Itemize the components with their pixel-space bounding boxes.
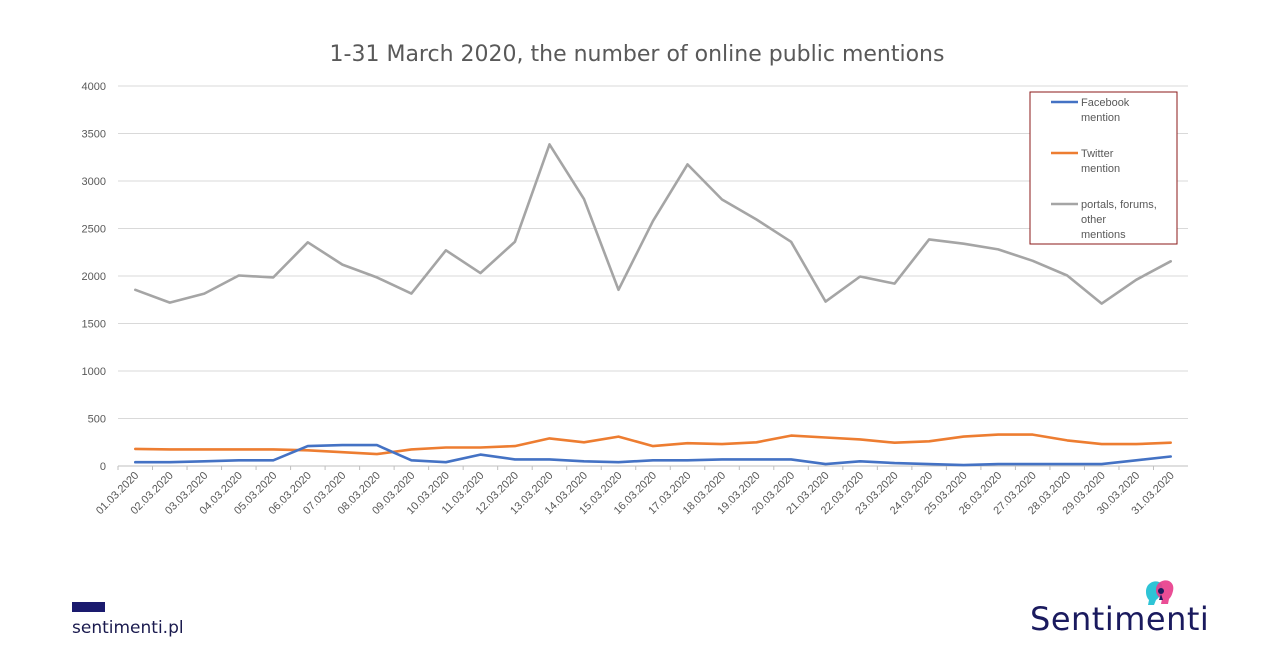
y-tick-label: 2000 [82, 271, 106, 283]
footer-accent-bar [72, 602, 105, 612]
y-tick-label: 1500 [82, 319, 106, 331]
legend-label: Facebook mention [1081, 97, 1130, 124]
footer-site-link[interactable]: sentimenti.pl [72, 618, 184, 638]
y-tick-label: 4000 [82, 81, 106, 93]
legend-label: Twitter mention [1081, 148, 1120, 175]
brand: Sentimenti [1030, 578, 1220, 648]
series-line-2 [134, 143, 1172, 305]
series-line-0 [134, 443, 1172, 467]
brand-heads-logo-icon [1146, 580, 1174, 605]
brand-name: Sentimenti [1030, 600, 1210, 638]
series-lines [134, 143, 1172, 467]
legend-box [1029, 91, 1178, 245]
y-tick-label: 3500 [82, 129, 106, 141]
legend: Facebook mention Twitter mention portals, fo… [1029, 91, 1178, 245]
series-line-1 [134, 433, 1172, 456]
y-axis-ticks: 0 500 1000 1500 2000 2500 3000 3500 4000 [82, 81, 106, 473]
y-tick-label: 500 [88, 414, 106, 426]
x-axis-ticks: 01.03.202002.03.202003.03.202004.03.2020… [94, 466, 1177, 517]
y-tick-label: 0 [100, 461, 106, 473]
y-tick-label: 2500 [82, 224, 106, 236]
footer-left: sentimenti.pl [72, 602, 184, 638]
chart-title: 1-31 March 2020, the number of online pu… [330, 42, 945, 67]
grid [118, 85, 1188, 467]
legend-label: portals, forums, other mentions [1081, 199, 1157, 241]
y-tick-label: 3000 [82, 176, 106, 188]
y-tick-label: 1000 [82, 366, 106, 378]
